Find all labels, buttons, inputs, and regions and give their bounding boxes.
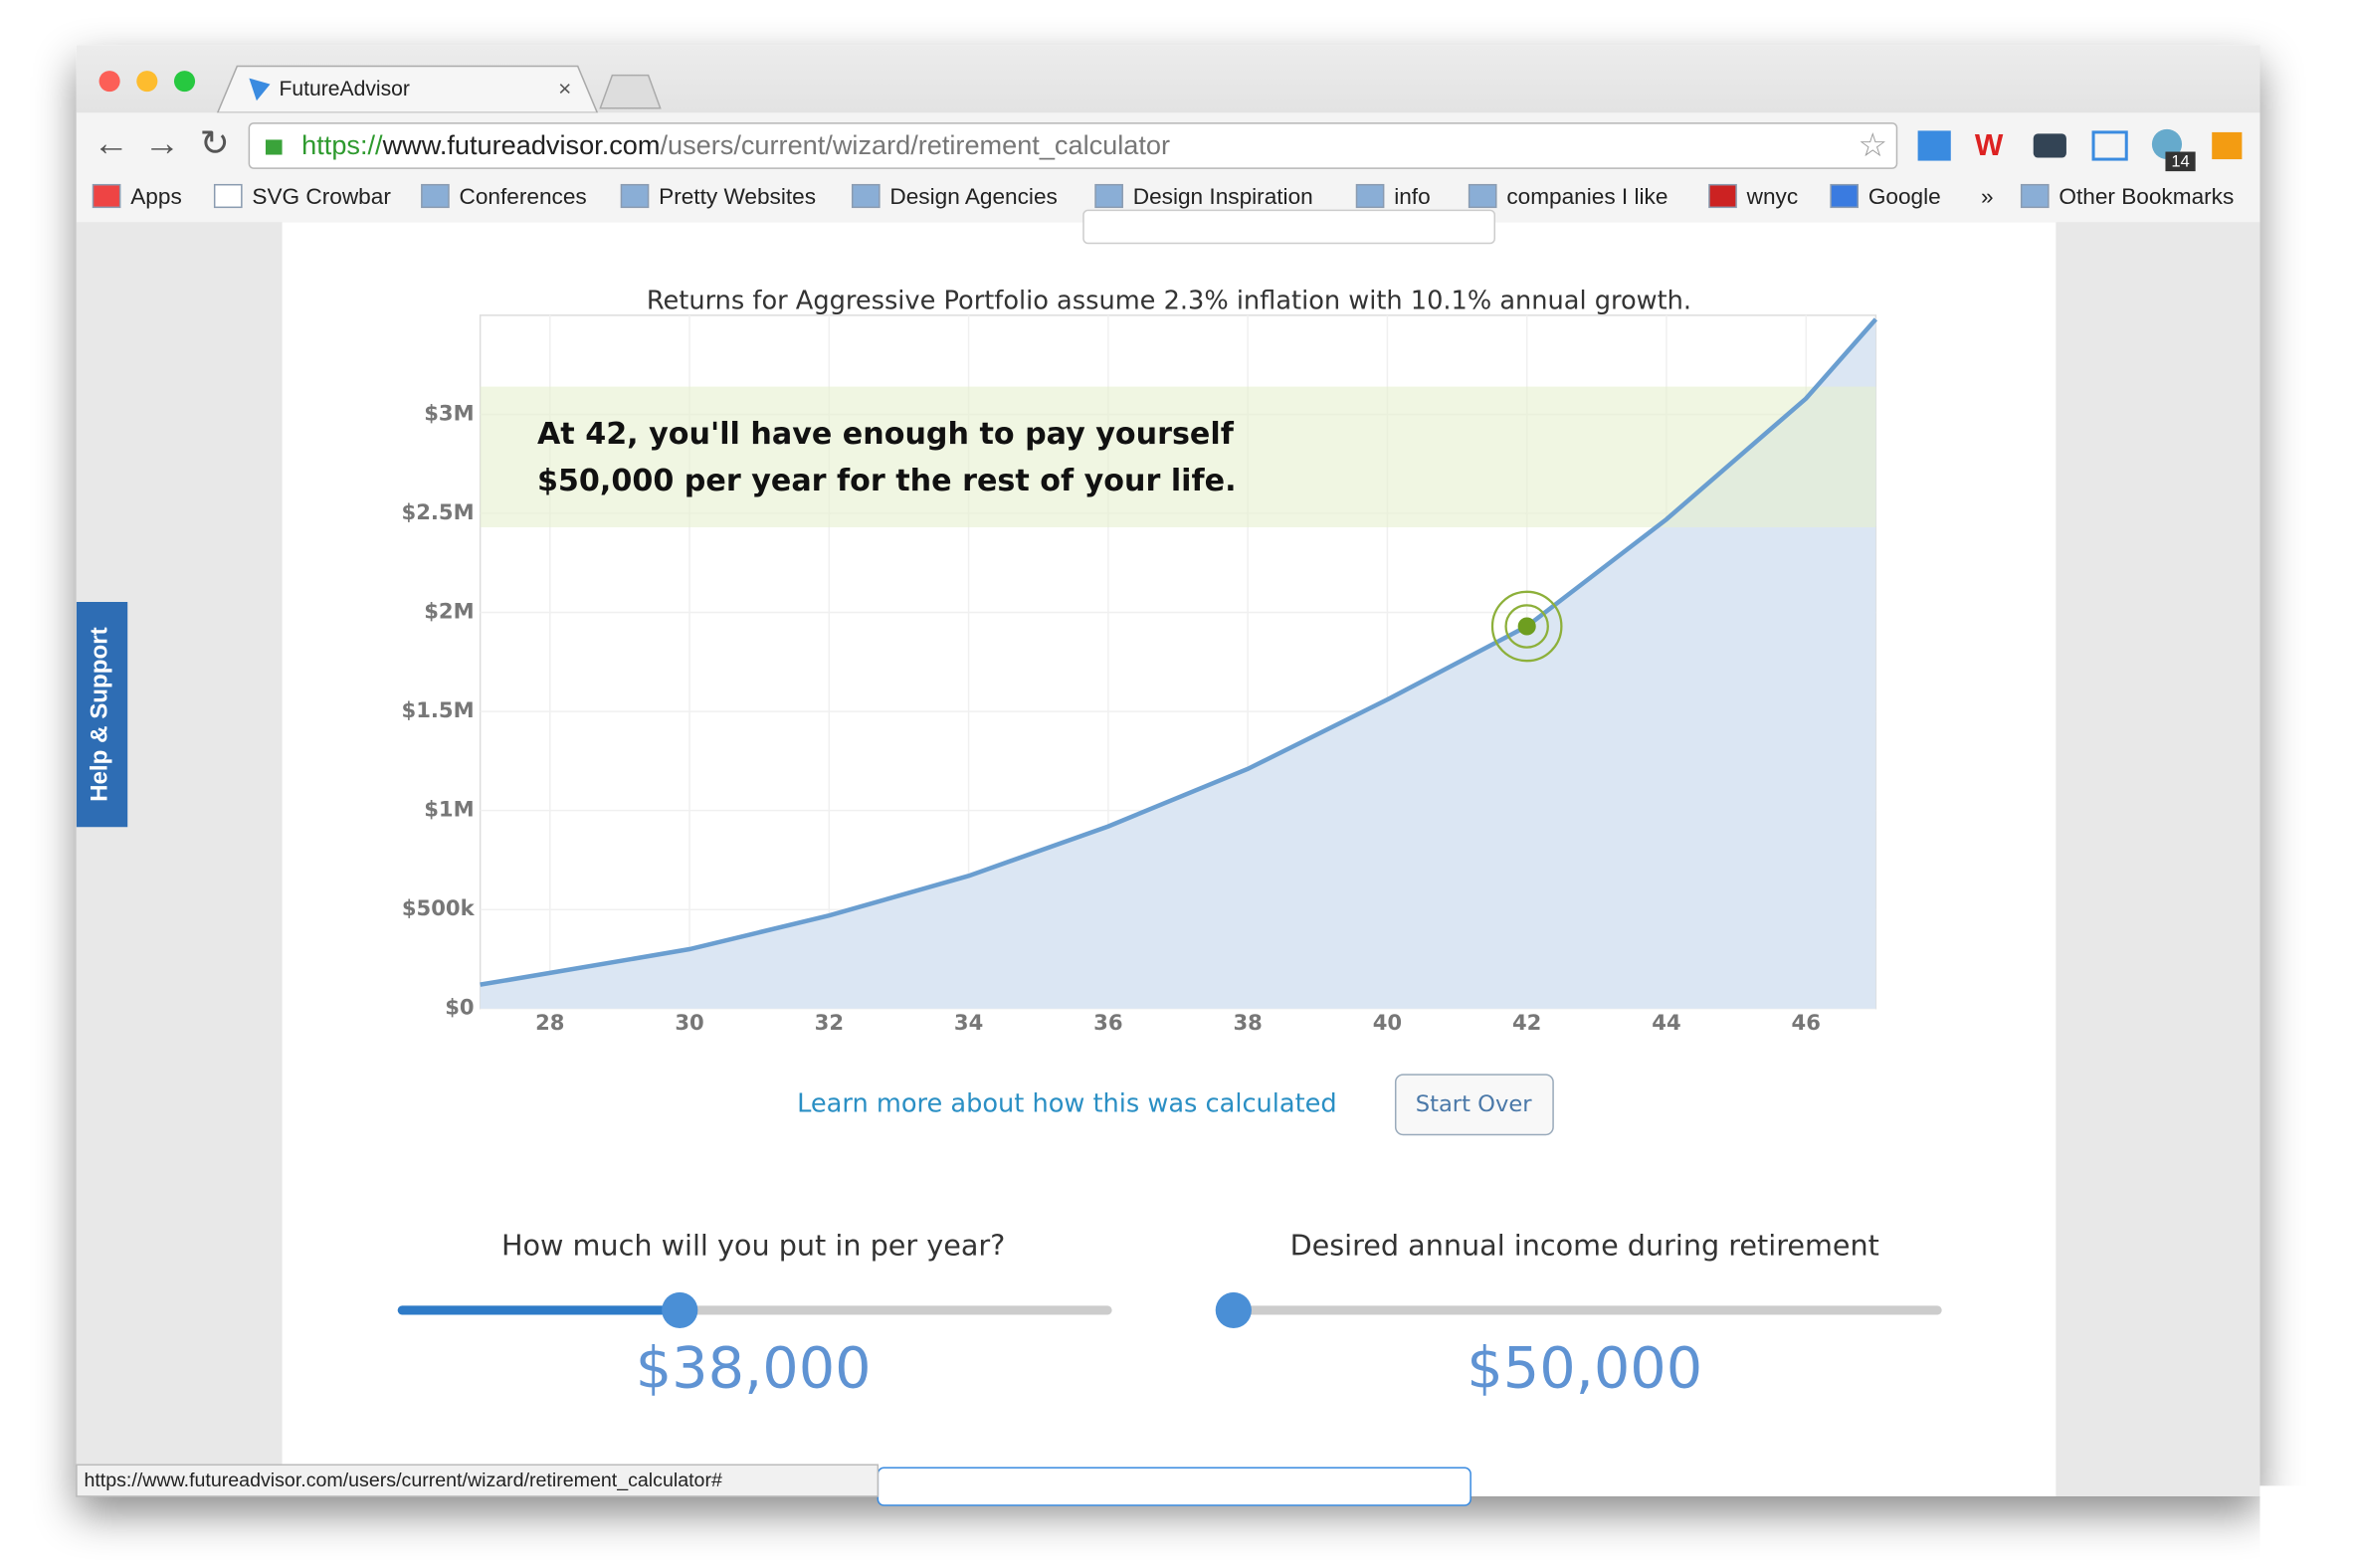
url-scheme: https://	[301, 129, 383, 160]
bookmark[interactable]: wnyc	[1746, 184, 1799, 209]
line	[480, 317, 1878, 987]
bookmark-icon	[1094, 183, 1123, 209]
bookmark-icon	[92, 183, 121, 209]
bookmark[interactable]: info	[1394, 184, 1430, 209]
bookmark-icon	[1708, 183, 1737, 209]
y-tick-label: $2M	[424, 599, 474, 624]
address-bar[interactable]	[248, 122, 1898, 169]
zoom-button[interactable]	[173, 71, 196, 93]
bookmark[interactable]: Conferences	[460, 184, 587, 209]
extension-icon[interactable]	[1917, 130, 1951, 161]
forward-button[interactable]: →	[144, 122, 180, 163]
bookmark-icon	[851, 183, 881, 209]
y-tick-label: $1M	[424, 797, 474, 822]
bookmark[interactable]: Google	[1868, 184, 1941, 209]
extension-icon[interactable]	[2033, 133, 2066, 158]
url: https://www.futureadvisor.com/users/curr…	[301, 129, 1170, 160]
bookmark[interactable]: Design Agencies	[889, 184, 1057, 209]
extension-badge-count: 14	[2171, 151, 2189, 170]
target-point	[1517, 617, 1536, 636]
y-tick-label: $3M	[424, 400, 474, 425]
start-over-button[interactable]	[1394, 1074, 1554, 1136]
bookmarks-bar: Apps SVG Crowbar Conferences Pretty Website…	[92, 183, 2234, 209]
bookmark[interactable]: Apps	[130, 184, 182, 209]
area	[480, 318, 1876, 1009]
bookmark-icon	[1355, 183, 1385, 209]
target-ring	[1504, 604, 1549, 649]
bookmark[interactable]: SVG Crowbar	[252, 184, 391, 209]
new-tab[interactable]	[599, 74, 662, 109]
bookmark[interactable]: »	[1981, 184, 1994, 209]
target-ring	[1490, 590, 1563, 663]
chart-subtitle: Returns for Aggressive Portfolio assume …	[647, 286, 1691, 315]
bookmark-icon	[1468, 183, 1497, 209]
chart: $0 $500k $1M $1.5M $2M $2.5M $3M 28 30 32 34 36 38 40…	[402, 314, 1878, 1035]
help-tab[interactable]	[76, 602, 128, 828]
bookmark[interactable]: Other Bookmarks	[2059, 184, 2234, 209]
x-tick-label: 40	[1373, 1010, 1402, 1035]
bookmark-icon	[421, 183, 450, 209]
slider-value: $38,000	[636, 1334, 872, 1401]
slider-value: $50,000	[1467, 1334, 1702, 1401]
lock-icon	[265, 139, 283, 155]
bookmark-icon	[620, 183, 650, 209]
menu-button[interactable]	[2212, 131, 2243, 160]
slider-label: How much will you put in per year?	[501, 1229, 1005, 1263]
extension-icon[interactable]: W	[1975, 129, 2004, 162]
slider-knob[interactable]	[662, 1291, 698, 1329]
slider-label: Desired annual income during retirement	[1290, 1229, 1879, 1263]
portfolio-button[interactable]	[877, 1467, 1471, 1506]
y-tick-label: $2.5M	[402, 499, 475, 524]
bookmark-icon	[1830, 183, 1860, 209]
bookmark[interactable]: companies I like	[1506, 184, 1667, 209]
x-tick-label: 36	[1093, 1010, 1122, 1035]
bookmark-star[interactable]: ☆	[1858, 127, 1887, 164]
bookmark[interactable]: Pretty Websites	[659, 184, 816, 209]
tab-close[interactable]: ×	[558, 77, 571, 101]
close-button[interactable]	[98, 71, 120, 93]
annotation: $50,000 per year for the rest of your li…	[537, 464, 1237, 498]
x-tick-label: 46	[1792, 1010, 1821, 1035]
goal-band	[480, 386, 1876, 527]
x-tick-label: 34	[954, 1010, 983, 1035]
x-tick-label: 38	[1233, 1010, 1262, 1035]
bookmark[interactable]: Design Inspiration	[1133, 184, 1313, 209]
learn-more-link[interactable]: Learn more about how this was calculated	[797, 1088, 1337, 1118]
x-tick-label: 32	[815, 1010, 844, 1035]
bookmark-icon	[213, 183, 243, 209]
start-over-label[interactable]: Start Over	[1416, 1091, 1533, 1117]
y-tick-label: $500k	[402, 895, 476, 920]
y-tick-label: $1.5M	[402, 697, 475, 722]
annotation: At 42, you'll have enough to pay yoursel…	[537, 417, 1235, 452]
x-tick-label: 42	[1512, 1010, 1541, 1035]
url-path: /users/current/wizard/retirement_calcula…	[660, 129, 1170, 160]
back-button[interactable]: ←	[94, 122, 129, 163]
slider-knob[interactable]	[1215, 1291, 1252, 1329]
extension-badge	[2165, 151, 2196, 172]
x-tick-label: 28	[535, 1010, 564, 1035]
x-tick-label: 30	[675, 1010, 703, 1035]
margin	[2259, 1485, 2353, 1564]
reload-button[interactable]: ↻	[200, 122, 230, 163]
minimize-button[interactable]	[136, 71, 158, 93]
y-tick-label: $0	[445, 995, 474, 1020]
status-url: https://www.futureadvisor.com/users/curr…	[84, 1470, 722, 1491]
help-tab-label[interactable]: Help & Support	[86, 627, 112, 802]
status-bar	[76, 1464, 880, 1497]
url-host: www.futureadvisor.com	[382, 129, 661, 160]
tab-title: FutureAdvisor	[280, 78, 410, 100]
bookmark-icon	[2020, 183, 2050, 209]
extension-icon[interactable]	[2091, 130, 2128, 161]
x-tick-label: 44	[1652, 1010, 1680, 1035]
tab-favicon	[249, 78, 271, 101]
portfolio-select[interactable]	[1082, 209, 1496, 245]
